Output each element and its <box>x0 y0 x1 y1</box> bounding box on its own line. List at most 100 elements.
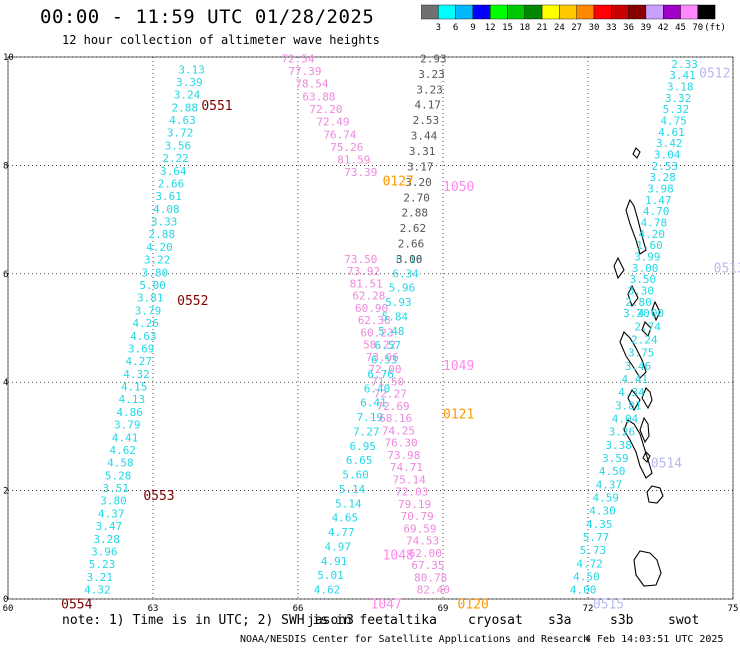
lon-tick-label: 66 <box>293 604 304 614</box>
wave-height-value: 4.00 <box>638 307 665 320</box>
wave-height-value: 4.37 <box>98 507 125 520</box>
colorbar-label: 21 <box>537 23 548 32</box>
wave-height-value: 3.72 <box>167 127 194 140</box>
wave-height-value: 3.41 <box>669 69 696 82</box>
legend-s3a: s3a <box>548 613 572 628</box>
wave-height-value: 3.26 <box>609 426 636 439</box>
wave-height-value: 5.14 <box>335 497 362 510</box>
wave-height-value: 3.59 <box>602 452 629 465</box>
pass-label: 0513 <box>714 261 740 276</box>
wave-height-value: 6.95 <box>349 440 376 453</box>
island-outline <box>623 419 653 479</box>
wave-height-value: 2.70 <box>403 191 430 204</box>
colorbar-label: 39 <box>640 23 651 32</box>
wave-height-value: 76.74 <box>323 128 356 141</box>
wave-height-value: 4.72 <box>576 557 603 570</box>
wave-height-value: 3.61 <box>155 190 182 203</box>
wave-height-value: 3.24 <box>174 89 201 102</box>
wave-height-value: 3.50 <box>630 273 657 286</box>
wave-height-value: 4.34 <box>618 386 645 399</box>
colorbar-label: 18 <box>519 23 530 32</box>
island-outline <box>639 416 650 444</box>
wave-height-value: 6.16 <box>396 253 423 266</box>
wave-height-value: 5.28 <box>105 469 132 482</box>
wave-height-value: 81.59 <box>337 154 370 167</box>
wave-height-value: 73.92 <box>347 265 380 278</box>
wave-height-value: 3.23 <box>416 83 443 96</box>
island-outline <box>627 388 641 412</box>
wave-height-value: 4.62 <box>314 584 341 597</box>
wave-height-value: 73.96 <box>366 351 399 364</box>
island-outline <box>613 256 625 280</box>
wave-height-value: 5.23 <box>89 558 116 571</box>
wave-height-value: 2.66 <box>158 177 185 190</box>
wave-height-value: 62.28 <box>352 290 385 303</box>
wave-height-value: 60.90 <box>355 302 388 315</box>
lat-tick-label: 8 <box>3 161 8 171</box>
lon-tick-label: 75 <box>728 604 739 614</box>
wave-height-value: 79.19 <box>398 498 431 511</box>
wave-height-value: 3.28 <box>649 171 676 184</box>
island-outline <box>651 300 661 322</box>
wave-height-value: 62.00 <box>409 547 442 560</box>
colorbar-label: 45 <box>675 23 686 32</box>
wave-height-value: 82.40 <box>417 584 450 597</box>
footnote: note: 1) Time is in UTC; 2) SWH is in fe… <box>62 613 391 628</box>
wave-height-value: 62.38 <box>358 314 391 327</box>
lat-tick-label: 6 <box>3 270 8 280</box>
page-title: 00:00 - 11:59 UTC 01/28/2025 <box>40 6 375 28</box>
lat-tick-label: 10 <box>3 53 14 63</box>
wave-height-value: 2.22 <box>162 152 189 165</box>
wave-height-value: 5.84 <box>382 310 409 323</box>
colorbar-label: (ft) <box>704 23 726 32</box>
wave-height-value: 4.78 <box>641 216 668 229</box>
wave-height-value: 4.15 <box>121 381 148 394</box>
wave-height-value: 4.91 <box>321 555 348 568</box>
colorbar-label: 70 <box>692 23 703 32</box>
wave-height-value: 4.50 <box>599 465 626 478</box>
colorbar-label: 33 <box>606 23 617 32</box>
pass-label: 0514 <box>651 457 682 472</box>
colorbar-label: 24 <box>554 23 565 32</box>
wave-height-value: 3.31 <box>409 145 436 158</box>
legend-jason3: jason3 <box>307 613 354 628</box>
wave-height-value: 58.22 <box>363 339 396 352</box>
wave-height-value: 3.38 <box>605 439 632 452</box>
lat-tick-label: 4 <box>3 378 8 388</box>
wave-height-value: 3.80 <box>142 266 169 279</box>
colorbar-label: 15 <box>502 23 513 32</box>
page-subtitle: 12 hour collection of altimeter wave hei… <box>62 33 380 47</box>
island-outline <box>641 387 653 410</box>
pass-label: 0553 <box>143 489 174 504</box>
maldives-islands <box>613 147 664 587</box>
wave-height-value: 71.50 <box>371 375 404 388</box>
pass-label: 0121 <box>443 408 474 423</box>
wave-height-value: 67.35 <box>411 559 444 572</box>
wave-height-value: 4.41 <box>621 373 648 386</box>
wave-height-value: 6.41 <box>360 397 387 410</box>
map-grid <box>7 56 734 600</box>
wave-height-value: 74.71 <box>390 461 423 474</box>
wave-height-value: 2.62 <box>400 222 427 235</box>
wave-height-value: 3.30 <box>627 284 654 297</box>
wave-height-value: 3.17 <box>407 160 434 173</box>
pass-label: 0127 <box>383 175 414 190</box>
wave-height-value: 2.53 <box>413 114 440 127</box>
wave-height-value: 68.16 <box>379 412 412 425</box>
wave-height-value: 81.51 <box>350 277 383 290</box>
wave-height-value: 3.20 <box>623 307 650 320</box>
wave-height-value: 6.53 <box>371 354 398 367</box>
colorbar-swatch <box>697 4 716 20</box>
pass-label: 1048 <box>383 549 414 564</box>
lon-tick-label: 63 <box>148 604 159 614</box>
wave-height-value: 5.14 <box>339 483 366 496</box>
wave-height-value: 3.39 <box>176 76 203 89</box>
wave-height-value: 4.20 <box>146 241 173 254</box>
lon-tick-label: 69 <box>438 604 449 614</box>
wave-height-value: 4.65 <box>332 512 359 525</box>
island-outline <box>646 485 664 504</box>
wave-height-value: 4.26 <box>132 317 159 330</box>
wave-height-value: 5.96 <box>389 282 416 295</box>
wave-height-value: 3.81 <box>615 399 642 412</box>
wave-height-value: 3.44 <box>411 130 438 143</box>
